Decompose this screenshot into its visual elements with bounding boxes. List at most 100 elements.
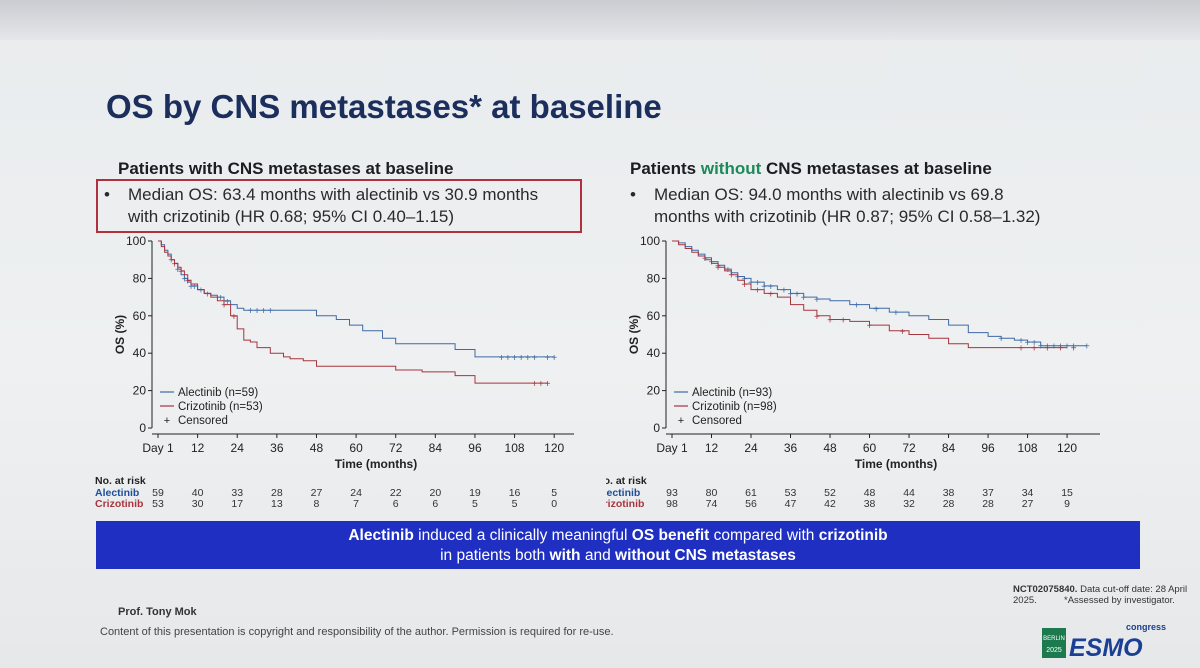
right-km-chart: 0 20 40 60 80 100 Day 1 12 24 36 48 60 72 84 96 108 120 O…	[606, 234, 1100, 510]
right-censor-mark-alectinib: +	[755, 278, 761, 289]
left-risk-value-crizotinib: 5	[472, 498, 478, 510]
logo-brand: ESMO	[1069, 634, 1143, 660]
banner-line-1: Alectinib induced a clinically meaningfu…	[96, 526, 1140, 546]
left-x-tick-label: Day 1	[142, 441, 174, 455]
right-censor-mark-alectinib: +	[788, 289, 794, 300]
copyright-notice: Content of this presentation is copyrigh…	[100, 626, 614, 638]
right-heading-pre: Patients	[630, 159, 701, 178]
right-censor-mark-crizotinib: +	[1018, 344, 1024, 355]
left-risk-value-alectinib: 5	[551, 487, 557, 499]
right-bullet-text: Median OS: 94.0 months with alectinib vs…	[654, 184, 1040, 228]
right-median-os-bullet: • Median OS: 94.0 months with alectinib …	[630, 184, 1110, 230]
right-censor-mark-crizotinib: +	[1031, 344, 1037, 355]
right-risk-value-crizotinib: 42	[824, 498, 836, 510]
left-risk-value-alectinib: 16	[509, 487, 521, 499]
left-risk-value-alectinib: 40	[192, 487, 204, 499]
left-y-tick-label: 60	[133, 309, 147, 323]
right-bullet-line-2: months with crizotinib (HR 0.87; 95% CI …	[654, 207, 1041, 226]
left-risk-value-alectinib: 27	[311, 487, 323, 499]
right-risk-value-alectinib: 48	[864, 487, 876, 499]
right-censor-mark-crizotinib: +	[728, 271, 734, 282]
right-x-tick-label: 24	[744, 441, 758, 455]
left-censor-mark-crizotinib: +	[531, 379, 537, 390]
left-censor-mark-crizotinib: +	[178, 267, 184, 278]
left-risk-value-crizotinib: 30	[192, 498, 204, 510]
banner-with: with	[549, 547, 581, 564]
left-legend-alectinib-label: Alectinib (n=59)	[178, 387, 258, 399]
left-censor-mark-alectinib: +	[188, 282, 194, 293]
left-censor-mark-alectinib: +	[198, 286, 204, 297]
left-x-tick-label: 60	[349, 441, 363, 455]
logo-year: 2025	[1046, 647, 1062, 654]
left-y-tick-label: 80	[133, 271, 147, 285]
left-bullet-line-2: with crizotinib (HR 0.68; 95% CI 0.40–1.…	[128, 207, 454, 226]
left-censor-mark-alectinib: +	[168, 256, 174, 267]
right-x-axis-title: Time (months)	[855, 457, 937, 471]
right-censor-mark-crizotinib: +	[742, 280, 748, 291]
left-series-crizotinib-line	[158, 240, 548, 384]
right-censor-mark-crizotinib: +	[840, 316, 846, 327]
right-x-tick-label: 108	[1018, 441, 1038, 455]
right-panel-heading: Patients without CNS metastases at basel…	[630, 159, 992, 179]
footnote-trial: NCT02075840. Data cut-off date: 28 April…	[1013, 584, 1200, 606]
left-x-tick-label: 24	[231, 441, 245, 455]
left-y-tick-label: 100	[126, 234, 146, 248]
left-censor-mark-alectinib: +	[267, 306, 273, 317]
logo-city: BERLIN	[1043, 636, 1065, 642]
right-censor-mark-crizotinib: +	[715, 263, 721, 274]
right-risk-value-crizotinib: 27	[1022, 498, 1034, 510]
left-risk-value-alectinib: 19	[469, 487, 481, 499]
left-censor-mark-alectinib: +	[181, 274, 187, 285]
right-risk-value-crizotinib: 98	[666, 498, 678, 510]
left-risk-value-crizotinib: 0	[551, 498, 557, 510]
right-x-tick-label: 96	[981, 441, 995, 455]
left-bullet-text: Median OS: 63.4 months with alectinib vs…	[128, 184, 538, 228]
esmo-congress-logo: BERLIN 2025 ESMO congress	[1042, 622, 1166, 660]
right-y-tick-label: 60	[647, 309, 661, 323]
left-censor-mark-crizotinib: +	[172, 259, 178, 270]
right-x-tick-label: 36	[784, 441, 798, 455]
highlight-box	[96, 179, 582, 233]
left-censor-mark-alectinib: +	[254, 306, 260, 317]
left-risk-value-crizotinib: 53	[152, 498, 164, 510]
bullet-dot: •	[630, 185, 636, 204]
right-y-tick-label: 40	[647, 346, 661, 360]
right-risk-value-alectinib: 34	[1022, 487, 1034, 499]
left-censor-mark-alectinib: +	[175, 265, 181, 276]
right-bullet-line-1: Median OS: 94.0 months with alectinib vs…	[654, 185, 1004, 204]
left-y-tick-label: 0	[139, 421, 146, 435]
banner-line-2: in patients both with and without CNS me…	[96, 546, 1140, 566]
left-legend-censor-mark: +	[164, 415, 170, 427]
left-x-tick-label: 120	[544, 441, 564, 455]
left-x-tick-label: 48	[310, 441, 324, 455]
data-cutoff: Data cut-off date: 28 April 2025.	[1013, 584, 1188, 606]
left-bullet-line-1: Median OS: 63.4 months with alectinib vs…	[128, 185, 539, 204]
left-censor-mark-alectinib: +	[525, 353, 531, 364]
right-censor-mark-crizotinib: +	[1044, 344, 1050, 355]
left-censor-mark-alectinib: +	[191, 282, 197, 293]
left-risk-value-crizotinib: 17	[231, 498, 243, 510]
right-risk-value-alectinib: 15	[1061, 487, 1073, 499]
left-x-tick-label: 36	[270, 441, 284, 455]
right-x-tick-label: 60	[863, 441, 877, 455]
right-risk-value-alectinib: 93	[666, 487, 678, 499]
right-risk-value-alectinib: 38	[943, 487, 955, 499]
left-x-tick-label: 108	[505, 441, 525, 455]
left-censor-mark-alectinib: +	[512, 353, 518, 364]
left-censor-mark-alectinib: +	[505, 353, 511, 364]
right-risk-value-alectinib: 52	[824, 487, 836, 499]
left-censor-mark-crizotinib: +	[221, 301, 227, 312]
right-risk-value-crizotinib: 74	[706, 498, 718, 510]
left-censor-mark-crizotinib: +	[545, 379, 551, 390]
right-censor-mark-crizotinib: +	[900, 327, 906, 338]
right-censor-mark-alectinib: +	[853, 301, 859, 312]
footnote-assessed: *Assessed by investigator.	[1064, 595, 1175, 606]
right-censor-mark-crizotinib: +	[768, 289, 774, 300]
right-censor-mark-crizotinib: +	[827, 316, 833, 327]
right-censor-mark-alectinib: +	[1018, 336, 1024, 347]
right-x-tick-label: 120	[1057, 441, 1077, 455]
right-risk-value-crizotinib: 28	[982, 498, 994, 510]
right-censor-mark-alectinib: +	[1025, 338, 1031, 349]
right-x-tick-label: 48	[823, 441, 837, 455]
logo-word: congress	[1126, 622, 1166, 632]
